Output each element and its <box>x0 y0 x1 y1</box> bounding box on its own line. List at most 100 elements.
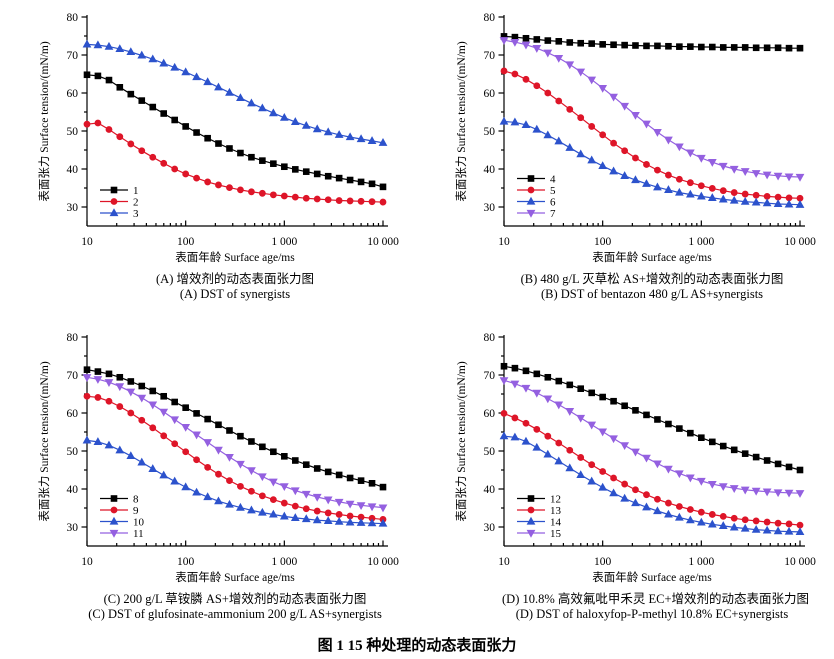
series-2-marker <box>94 119 102 127</box>
series-7-marker <box>609 93 618 102</box>
y-tick-label: 30 <box>67 522 79 534</box>
panel-A-chart: 30 40 50 60 70 80 10 100 1 000 10 000 表面年龄 Surface… <box>37 12 399 264</box>
series-7-marker <box>795 173 805 182</box>
panel-B-caption-zh: (B) 480 g/L 灭草松 AS+增效剂的动态表面张力图 <box>520 272 784 286</box>
series-9-marker <box>335 511 343 518</box>
series-6-marker <box>576 149 586 158</box>
series-8-marker <box>182 404 189 411</box>
panel-A: 30 40 50 60 70 80 10 100 1 000 10 000 表面年龄 Surface… <box>0 2 417 302</box>
series-5-marker <box>577 114 585 122</box>
series-13-marker <box>610 474 617 482</box>
series-15-marker <box>587 421 597 430</box>
series-5-marker <box>774 193 782 201</box>
series-3-marker <box>367 136 377 144</box>
series-7-marker <box>510 38 520 47</box>
series-14-marker <box>609 488 618 497</box>
series-13-marker <box>654 495 661 503</box>
series-6-marker <box>740 196 750 205</box>
series-15-marker <box>718 483 728 492</box>
series-2-marker <box>280 192 288 200</box>
series-15-marker <box>674 470 684 479</box>
series-11-marker <box>104 379 114 387</box>
series-7-marker <box>773 172 783 181</box>
series-3 <box>82 39 388 146</box>
series-8-marker <box>138 382 146 390</box>
series-13-marker <box>577 454 585 461</box>
series-14-marker <box>510 432 520 441</box>
legend-label-3: 3 <box>133 208 139 220</box>
series-15-marker <box>642 454 651 463</box>
y-tick-label: 70 <box>484 370 496 382</box>
legend-marker-9 <box>110 506 118 514</box>
series-14-marker <box>674 512 684 521</box>
x-tick-label: 100 <box>177 236 195 248</box>
series-6-marker <box>620 171 630 179</box>
panel-grid: 30 40 50 60 70 80 10 100 1 000 10 000 表面年龄 Surface… <box>0 2 834 622</box>
series-11-marker <box>378 504 388 513</box>
series-4-marker <box>774 44 782 52</box>
series-14-marker <box>532 442 542 451</box>
panel-C-caption-en: (C) DST of glufosinate-ammonium 200 g/L … <box>88 607 382 621</box>
series-3-marker <box>93 40 103 49</box>
series-5-marker <box>544 89 552 97</box>
series-13-marker <box>752 517 760 525</box>
y-tick-label: 80 <box>67 332 79 344</box>
series-8-marker <box>379 483 387 491</box>
series-6-marker <box>685 189 695 198</box>
series-14-marker <box>718 521 728 529</box>
series-2-marker <box>379 198 387 206</box>
series-13-marker <box>665 499 672 507</box>
x-tick-label: 1 000 <box>271 556 297 568</box>
series-8-marker <box>346 474 354 482</box>
legend-label-14: 14 <box>550 516 562 528</box>
series-9-marker <box>138 416 146 424</box>
series-13-marker <box>632 486 639 494</box>
legend: 123 <box>100 185 139 220</box>
series-5-marker <box>654 166 661 174</box>
series-10-marker <box>367 518 377 527</box>
series-5-marker <box>533 82 541 90</box>
series-8-marker <box>313 465 321 472</box>
series-5-line <box>503 70 801 199</box>
series-9-marker <box>324 509 332 517</box>
series-13-marker <box>785 520 793 528</box>
series-10-marker <box>203 492 213 501</box>
series-5-marker <box>719 187 727 195</box>
series-2-marker <box>302 194 310 202</box>
series-3-marker <box>137 50 147 59</box>
series-8-line <box>86 369 384 488</box>
legend-marker-10 <box>109 516 119 525</box>
legend-marker-7 <box>526 209 536 218</box>
legend-marker-1 <box>110 186 118 194</box>
series-11-marker <box>323 496 333 505</box>
series-12-marker <box>500 362 508 370</box>
series-14-marker <box>554 456 564 465</box>
series-11-marker <box>170 416 180 425</box>
series-7-marker <box>653 129 662 137</box>
series-7-marker <box>751 170 761 178</box>
y-tick-label: 30 <box>484 522 496 534</box>
series-4-marker <box>698 43 705 51</box>
series-8-marker <box>226 427 233 434</box>
series-14-marker <box>543 449 553 458</box>
series-4-marker <box>599 41 606 48</box>
legend-item-8: 8 <box>100 493 139 505</box>
series-7-marker <box>576 68 586 77</box>
series-9-marker <box>248 487 255 495</box>
series-8-marker <box>171 398 178 406</box>
legend-label-7: 7 <box>550 208 556 220</box>
legend-item-12: 12 <box>517 493 561 505</box>
series-9-marker <box>313 507 321 515</box>
series-8 <box>83 366 387 491</box>
legend-marker-3 <box>109 208 119 217</box>
series-1-marker <box>248 153 255 161</box>
series-13-marker <box>730 514 738 522</box>
series-11-marker <box>137 394 147 403</box>
series-3-marker <box>126 47 136 56</box>
series-7-marker <box>587 76 597 85</box>
series-14-marker <box>642 502 651 511</box>
y-axis-label: 表面张力 Surface tension/(mN/m) <box>37 361 51 522</box>
series-13-marker <box>599 468 607 475</box>
panel-C-chart: 30 40 50 60 70 80 10 100 1 000 10 000 表面年龄 Surface… <box>37 332 399 584</box>
